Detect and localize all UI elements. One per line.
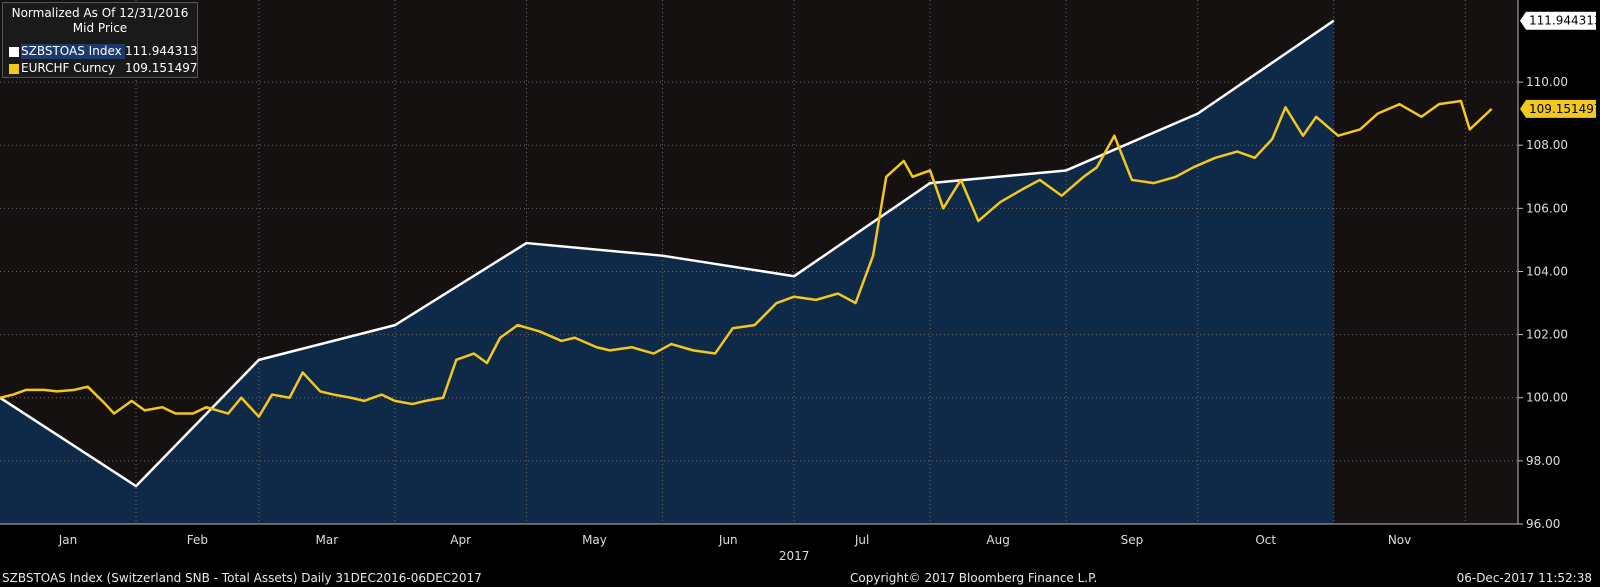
last-value-tag bbox=[1520, 99, 1596, 118]
szbstoas-line bbox=[0, 19, 1335, 488]
legend-item-value: 111.944313 bbox=[125, 44, 198, 58]
x-tick-label: Oct bbox=[1255, 533, 1276, 547]
legend-item-value: 109.151497 bbox=[125, 61, 198, 75]
x-tick-label: May bbox=[582, 533, 607, 547]
y-tick-label: 104.00 bbox=[1526, 264, 1568, 278]
last-value-label: 109.151497 bbox=[1529, 102, 1600, 116]
footer-timestamp: 06-Dec-2017 11:52:38 bbox=[1456, 571, 1592, 585]
eurchf-line bbox=[0, 99, 1493, 418]
chart-legend: Normalized As Of 12/31/2016 Mid Price SZ… bbox=[2, 2, 198, 78]
last-value-label: 111.944313 bbox=[1529, 14, 1600, 28]
x-tick-label: Apr bbox=[450, 533, 471, 547]
legend-item-eurchf[interactable]: EURCHF Curncy 109.151497 bbox=[9, 61, 198, 76]
x-tick-label: Jan bbox=[58, 533, 78, 547]
x-axis-year-label: 2017 bbox=[779, 549, 810, 563]
x-tick-label: Jun bbox=[718, 533, 738, 547]
legend-swatch bbox=[9, 46, 19, 57]
x-tick-label: Mar bbox=[316, 533, 339, 547]
y-tick-label: 106.00 bbox=[1526, 201, 1568, 215]
legend-item-name: EURCHF Curncy bbox=[21, 61, 116, 75]
legend-subtitle: Mid Price bbox=[72, 21, 128, 35]
legend-swatch bbox=[9, 63, 19, 74]
footer-copyright: Copyright© 2017 Bloomberg Finance L.P. bbox=[850, 571, 1098, 585]
y-tick-label: 100.00 bbox=[1526, 391, 1568, 405]
legend-item-name: SZBSTOAS Index bbox=[21, 44, 125, 59]
last-value-tag bbox=[1520, 11, 1596, 30]
y-tick-label: 102.00 bbox=[1526, 328, 1568, 342]
x-tick-label: Sep bbox=[1121, 533, 1144, 547]
y-tick-label: 98.00 bbox=[1526, 454, 1560, 468]
x-tick-label: Feb bbox=[187, 533, 208, 547]
y-tick-label: 96.00 bbox=[1526, 517, 1560, 531]
y-tick-label: 110.00 bbox=[1526, 75, 1568, 89]
y-tick-label: 108.00 bbox=[1526, 138, 1568, 152]
x-tick-label: Nov bbox=[1388, 533, 1411, 547]
x-tick-label: Jul bbox=[854, 533, 869, 547]
legend-item-szbstoas[interactable]: SZBSTOAS Index 111.944313 bbox=[9, 44, 198, 59]
legend-title: Normalized As Of 12/31/2016 bbox=[11, 6, 189, 20]
x-tick-label: Aug bbox=[986, 533, 1009, 547]
footer-security-description: SZBSTOAS Index (Switzerland SNB - Total … bbox=[2, 571, 482, 585]
